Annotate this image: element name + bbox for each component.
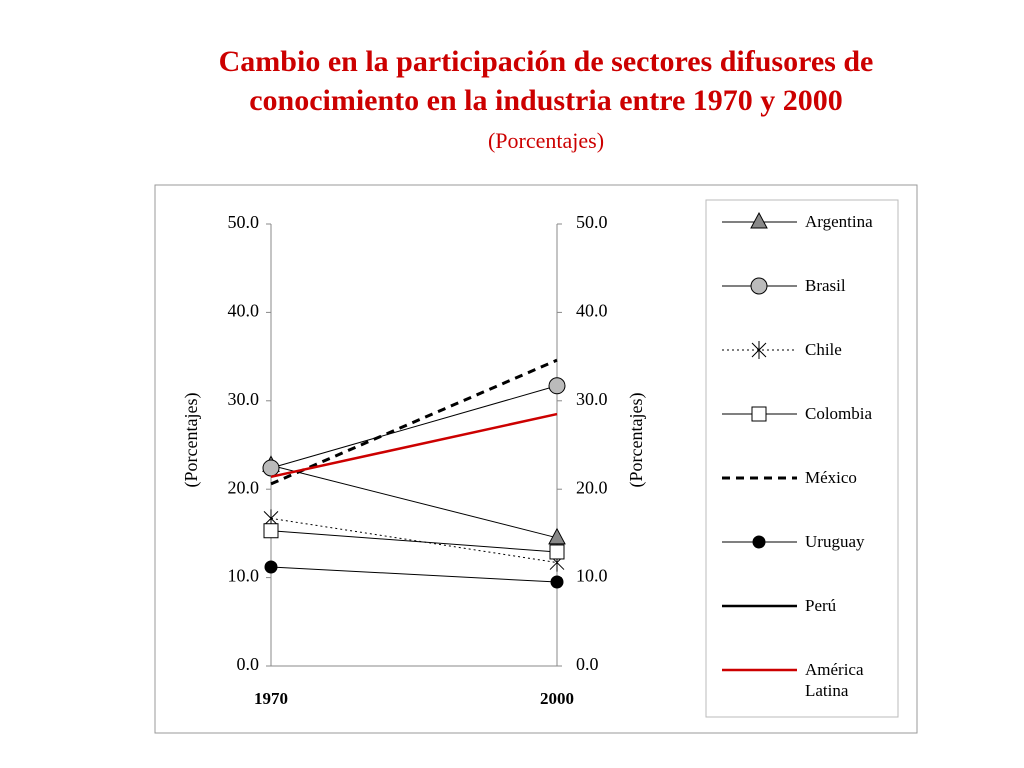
marker [549, 544, 565, 560]
y2-tick-label: 30.0 [576, 389, 608, 409]
marker [262, 459, 280, 477]
y2-tick-label: 0.0 [576, 654, 599, 674]
y-tick-label: 10.0 [228, 566, 260, 586]
legend-label: Colombia [805, 404, 873, 423]
series-line [270, 358, 558, 486]
series-line [270, 464, 558, 539]
chart-title: conocimiento en la industria entre 1970 … [249, 84, 843, 117]
marker [550, 575, 564, 589]
marker [750, 277, 768, 295]
y2-axis-label: (Porcentajes) [626, 393, 647, 488]
y2-tick-label: 50.0 [576, 212, 608, 232]
marker [548, 527, 566, 545]
chart-subtitle: (Porcentajes) [488, 128, 604, 153]
legend-frame [705, 199, 899, 718]
y-tick-label: 0.0 [237, 654, 260, 674]
marker [751, 406, 767, 422]
y2-tick-label: 40.0 [576, 301, 608, 321]
marker [263, 523, 279, 539]
legend-label: América Latina [805, 660, 864, 700]
marker [751, 341, 767, 359]
y2-tick-label: 20.0 [576, 477, 608, 497]
marker [752, 535, 766, 549]
y-tick-label: 50.0 [228, 212, 260, 232]
series-line [270, 566, 558, 583]
y-axis-label: (Porcentajes) [181, 393, 202, 488]
y2-tick-label: 10.0 [576, 566, 608, 586]
y-tick-label: 40.0 [228, 301, 260, 321]
legend-label: Argentina [805, 212, 873, 231]
series-line [270, 412, 558, 479]
marker [264, 560, 278, 574]
legend-label: Perú [805, 596, 837, 615]
chart-title: Cambio en la participación de sectores d… [219, 45, 874, 78]
legend-label: Brasil [805, 276, 846, 295]
x-tick-label: 2000 [540, 689, 574, 708]
legend-label: México [805, 468, 857, 487]
legend-label: Chile [805, 340, 842, 359]
y-tick-label: 20.0 [228, 477, 260, 497]
chart-frame [154, 184, 918, 734]
legend-label: Uruguay [805, 532, 865, 551]
marker [750, 211, 768, 229]
marker [548, 377, 566, 395]
series-line [270, 385, 558, 469]
series-line [270, 530, 558, 553]
y-tick-label: 30.0 [228, 389, 260, 409]
series-line [270, 517, 558, 564]
x-tick-label: 1970 [254, 689, 288, 708]
